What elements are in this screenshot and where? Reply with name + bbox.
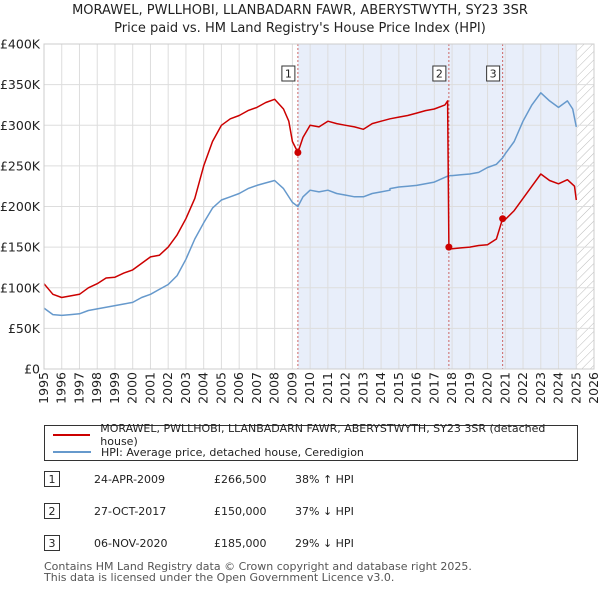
legend-label-price: MORAWEL, PWLLHOBI, LLANBADARN FAWR, ABER… xyxy=(100,422,546,448)
x-tick-label: 2000 xyxy=(125,372,140,404)
sale-marker-box xyxy=(281,65,296,82)
x-tick-label: 2025 xyxy=(568,372,583,404)
sale-date: 24-APR-2009 xyxy=(94,473,166,486)
footer-copyright: Contains HM Land Registry data © Crown c… xyxy=(44,560,472,573)
sale-date: 06-NOV-2020 xyxy=(94,537,168,550)
sale-hpi-change: 37% ↓ HPI xyxy=(295,505,354,518)
x-tick-label: 2017 xyxy=(426,372,441,404)
axis-layer: £0 £50K £100K £150K £200K £250K £300K £350K £400… xyxy=(0,37,600,404)
series-layer xyxy=(43,92,578,317)
title-line-2: Price paid vs. HM Land Registry's House … xyxy=(114,21,486,36)
x-tick-label: 2019 xyxy=(462,372,477,404)
sale-point xyxy=(499,215,507,223)
price-chart: £0 £50K £100K £150K £200K £250K £300K £350K £400… xyxy=(0,37,600,404)
x-tick-label: 2022 xyxy=(515,372,530,404)
sale-hpi-change: 38% ↑ HPI xyxy=(295,473,354,486)
sale-row: 2 27-OCT-2017 £150,000 37% ↓ HPI xyxy=(0,502,600,522)
title-line-1: MORAWEL, PWLLHOBI, LLANBADARN FAWR, ABER… xyxy=(72,3,528,18)
sale-point xyxy=(294,148,302,156)
x-tick-label: 1996 xyxy=(54,372,69,404)
sale-marker-label: 3 xyxy=(490,68,497,81)
sale-marker-label: 2 xyxy=(436,68,443,81)
x-tick-label: 2007 xyxy=(249,372,264,404)
y-tick-label: £0 xyxy=(24,362,40,377)
x-tick-label: 1998 xyxy=(89,372,104,404)
x-tick-label: 2010 xyxy=(302,372,317,404)
y-tick-label: £350K xyxy=(0,77,41,92)
x-tick-label: 2004 xyxy=(196,372,211,404)
sale-marker-label: 1 xyxy=(285,68,292,81)
sale-marker-box xyxy=(432,65,447,82)
legend-label-hpi: HPI: Average price, detached house, Cere… xyxy=(101,445,364,459)
x-tick-label: 2005 xyxy=(213,372,228,404)
footer: Contains HM Land Registry data © Crown c… xyxy=(44,561,472,583)
x-tick-label: 2012 xyxy=(338,372,353,404)
chart-title: MORAWEL, PWLLHOBI, LLANBADARN FAWR, ABER… xyxy=(0,2,600,38)
x-tick-label: 2023 xyxy=(533,372,548,404)
x-tick-label: 2001 xyxy=(142,372,157,404)
plot-frame xyxy=(43,43,595,370)
sale-number-badge: 3 xyxy=(44,535,60,551)
x-tick-label: 2002 xyxy=(160,372,175,404)
legend: MORAWEL, PWLLHOBI, LLANBADARN FAWR, ABER… xyxy=(44,422,578,461)
x-tick-label: 2021 xyxy=(497,372,512,404)
x-tick-label: 2015 xyxy=(391,372,406,404)
sale-price: £266,500 xyxy=(214,473,267,486)
legend-swatch-hpi xyxy=(53,451,91,453)
x-tick-label: 1995 xyxy=(36,372,51,404)
sale-hpi-change: 29% ↓ HPI xyxy=(295,537,354,550)
x-tick-label: 2014 xyxy=(373,372,388,404)
legend-item-price: MORAWEL, PWLLHOBI, LLANBADARN FAWR, ABER… xyxy=(45,422,577,448)
sale-number-badge: 2 xyxy=(44,503,60,519)
x-tick-label: 2008 xyxy=(267,372,282,404)
legend-item-hpi: HPI: Average price, detached house, Cere… xyxy=(45,444,364,460)
y-tick-label: £200K xyxy=(0,199,41,214)
sale-marker-box xyxy=(486,65,501,82)
hpi-series-line xyxy=(43,92,578,317)
y-tick-label: £400K xyxy=(0,37,41,52)
x-tick-label: 1997 xyxy=(71,372,86,404)
sale-date: 27-OCT-2017 xyxy=(94,505,167,518)
x-tick-label: 2011 xyxy=(320,372,335,404)
legend-swatch-price xyxy=(53,434,91,436)
sale-point xyxy=(445,243,453,251)
y-tick-label: £100K xyxy=(0,280,41,295)
x-tick-label: 2016 xyxy=(409,372,424,404)
point-layer xyxy=(294,148,507,251)
x-tick-label: 2006 xyxy=(231,372,246,404)
x-tick-label: 2024 xyxy=(551,372,566,404)
x-tick-label: 2020 xyxy=(480,372,495,404)
x-tick-label: 2003 xyxy=(178,372,193,404)
sale-row: 3 06-NOV-2020 £185,000 29% ↓ HPI xyxy=(0,534,600,554)
x-tick-label: 2026 xyxy=(586,372,600,404)
sale-price: £185,000 xyxy=(214,537,267,550)
footer-licence: This data is licensed under the Open Gov… xyxy=(44,571,395,584)
sale-number-badge: 1 xyxy=(44,471,60,487)
sale-price: £150,000 xyxy=(214,505,267,518)
sale-row: 1 24-APR-2009 £266,500 38% ↑ HPI xyxy=(0,470,600,490)
y-tick-label: £250K xyxy=(0,158,41,173)
x-tick-label: 2013 xyxy=(355,372,370,404)
y-tick-label: £50K xyxy=(8,321,41,336)
y-tick-label: £150K xyxy=(0,240,41,255)
y-tick-label: £300K xyxy=(0,118,41,133)
x-tick-label: 1999 xyxy=(107,372,122,404)
marker-box-layer: 1 2 3 xyxy=(281,65,501,82)
x-tick-label: 2009 xyxy=(284,372,299,404)
x-tick-label: 2018 xyxy=(444,372,459,404)
price-series-line xyxy=(43,98,578,299)
